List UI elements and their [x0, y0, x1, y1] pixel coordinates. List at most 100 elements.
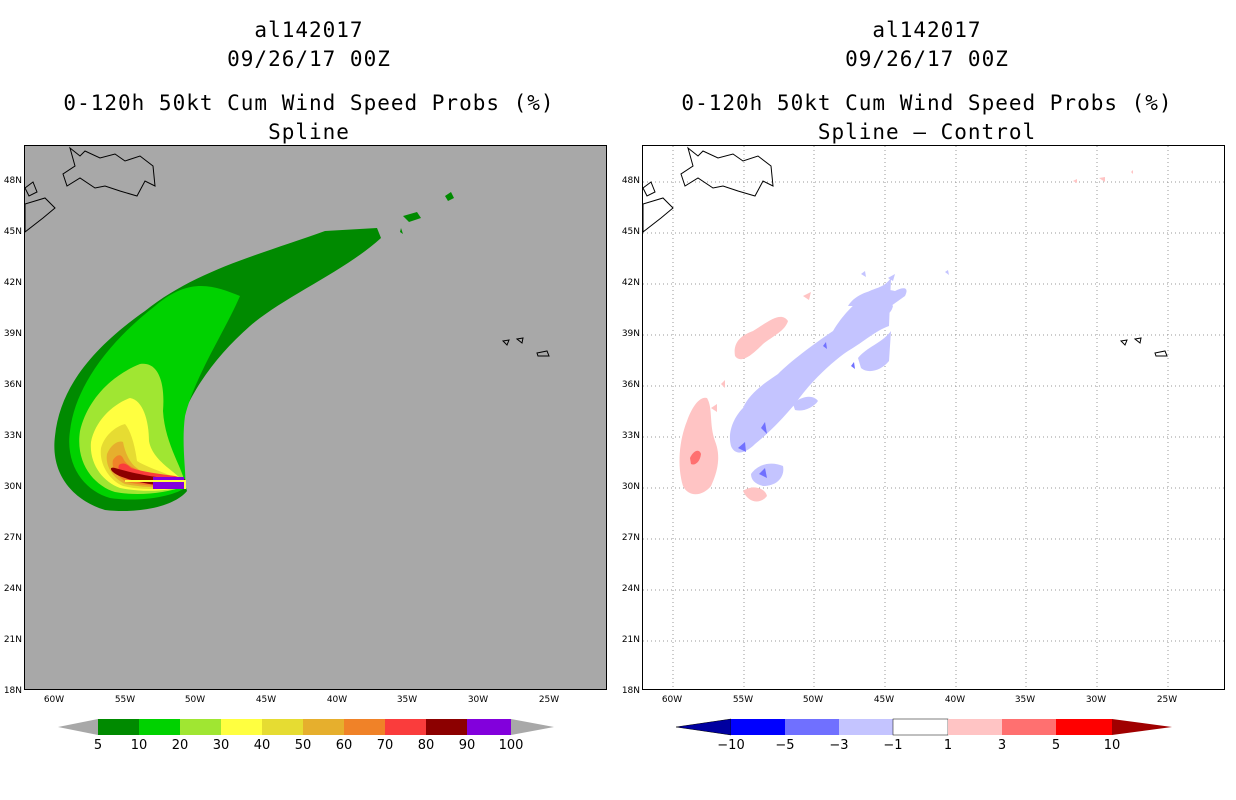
lat-label: 36N — [3, 380, 22, 390]
lat-label: 42N — [621, 278, 640, 288]
colorbar-label: 5 — [93, 738, 103, 753]
colorbar-label: 90 — [458, 738, 476, 753]
colorbar-label: 60 — [335, 738, 353, 753]
positive-difference-area — [743, 487, 767, 502]
lat-label: 24N — [3, 584, 22, 594]
colorbar-upper-arrow — [511, 719, 554, 735]
datetime-title: 09/26/17 00Z — [845, 47, 1009, 71]
colorbar-label: 40 — [253, 738, 271, 753]
positive-difference-area — [803, 292, 811, 300]
negative-difference-area — [945, 270, 949, 275]
lat-label: 39N — [621, 329, 640, 339]
lat-label: 48N — [621, 176, 640, 186]
lat-label: 33N — [621, 431, 640, 441]
product-title: 0-120h 50kt Cum Wind Speed Probs (%) — [681, 91, 1173, 115]
probability-blob — [445, 192, 454, 201]
colorbar-swatch — [1002, 719, 1056, 735]
lat-label: 45N — [3, 227, 22, 237]
colorbar-swatch — [221, 719, 262, 735]
lat-label: 27N — [621, 533, 640, 543]
colorbar-swatch — [426, 719, 467, 735]
lon-label: 55W — [732, 695, 754, 705]
probability-map — [24, 145, 607, 690]
colorbar-swatch — [98, 719, 139, 735]
negative-difference-area — [729, 278, 891, 453]
strong-negative-area — [738, 442, 746, 452]
difference-map — [642, 145, 1225, 690]
colorbar-label: 10 — [130, 738, 148, 753]
lon-label: 35W — [1014, 695, 1036, 705]
probability-blob — [400, 228, 403, 234]
lon-label: 30W — [467, 695, 489, 705]
colorbar-label: 80 — [417, 738, 435, 753]
positive-difference-area — [1131, 170, 1133, 174]
probability-blob — [403, 212, 421, 222]
lat-label: 36N — [621, 380, 640, 390]
colorbar-swatch — [785, 719, 839, 735]
strong-negative-area — [759, 468, 767, 478]
colorbar-label: 3 — [997, 738, 1007, 753]
negative-difference-area — [793, 396, 818, 411]
positive-difference-area — [734, 316, 788, 360]
colorbar-label: 100 — [498, 738, 524, 753]
negative-difference-area — [888, 274, 895, 281]
colorbar-swatch — [731, 719, 785, 735]
negative-difference-area — [858, 331, 891, 372]
lat-label: 30N — [621, 482, 640, 492]
coastline — [643, 146, 1168, 357]
positive-difference-area — [721, 380, 725, 388]
colorbar-label: 5 — [1051, 738, 1061, 753]
lon-label: 30W — [1085, 695, 1107, 705]
colorbar-lower-arrow — [676, 718, 732, 736]
colorbar-swatch — [303, 719, 344, 735]
storm-id-title: al142017 — [254, 18, 364, 42]
left-panel: al142017 09/26/17 00Z 0-120h 50kt Cum Wi… — [3, 18, 607, 753]
contour-90 — [153, 477, 184, 489]
colorbar-swatch — [839, 719, 893, 735]
datetime-title: 09/26/17 00Z — [227, 47, 391, 71]
lon-label: 40W — [944, 695, 966, 705]
strong-negative-area — [823, 342, 827, 349]
negative-difference-area — [848, 288, 907, 306]
colorbar-label: 30 — [212, 738, 230, 753]
lon-label: 45W — [255, 695, 277, 705]
colorbar-swatch — [385, 719, 426, 735]
strong-negative-area — [851, 362, 855, 369]
colorbar-label: −3 — [829, 738, 849, 753]
colorbar-swatch — [180, 719, 221, 735]
positive-difference-area — [679, 397, 719, 495]
subtitle: Spline – Control — [817, 120, 1037, 144]
colorbar-swatch — [948, 719, 1002, 735]
strong-positive-area — [690, 450, 701, 465]
product-title: 0-120h 50kt Cum Wind Speed Probs (%) — [63, 91, 555, 115]
lon-label: 25W — [538, 695, 560, 705]
negative-difference-area — [803, 362, 811, 370]
subtitle: Spline — [268, 120, 350, 144]
colorbar-swatch — [467, 719, 511, 735]
colorbar-label: 70 — [376, 738, 394, 753]
positive-difference-area — [1099, 177, 1105, 182]
colorbar-swatch — [139, 719, 180, 735]
lon-label: 50W — [184, 695, 206, 705]
colorbar-label: 1 — [943, 738, 953, 753]
difference-colorbar — [676, 718, 1172, 736]
colorbar-label: −5 — [775, 738, 795, 753]
lat-label: 21N — [621, 635, 640, 645]
track-outline — [125, 480, 186, 489]
colorbar-upper-arrow — [1112, 719, 1172, 735]
lat-label: 48N — [3, 176, 22, 186]
colorbar-swatch — [892, 718, 949, 736]
grid-lines — [643, 146, 1224, 689]
colorbar-label: 20 — [171, 738, 189, 753]
colorbar-label: 50 — [294, 738, 312, 753]
lon-label: 55W — [114, 695, 136, 705]
lat-label: 18N — [3, 686, 22, 696]
colorbar-lower-arrow — [58, 719, 98, 735]
positive-difference-area — [711, 404, 717, 412]
lon-label: 60W — [661, 695, 683, 705]
lon-label: 25W — [1156, 695, 1178, 705]
probability-colorbar — [58, 719, 554, 735]
storm-id-title: al142017 — [872, 18, 982, 42]
lat-label: 39N — [3, 329, 22, 339]
lon-label: 60W — [43, 695, 65, 705]
